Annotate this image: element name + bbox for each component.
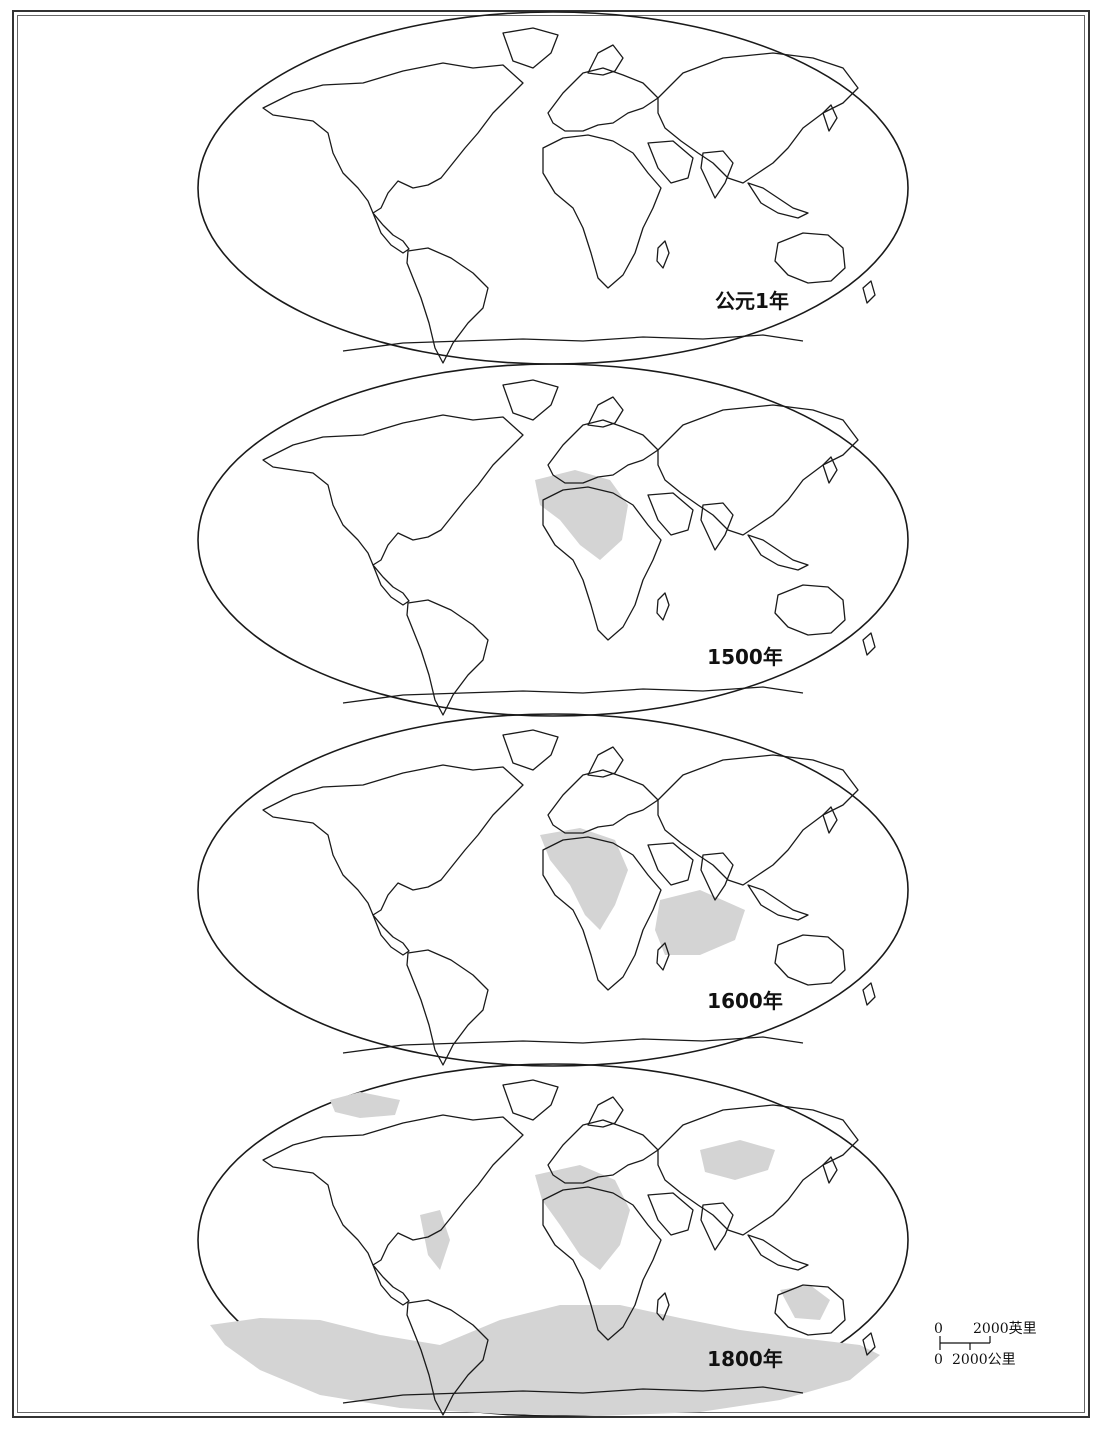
map-year-1800: 1800年	[197, 1063, 909, 1417]
uncharted-south	[210, 1305, 880, 1416]
uncharted-interior	[330, 1092, 400, 1118]
uncharted-interior	[780, 1285, 830, 1320]
uncharted-interior	[655, 890, 745, 955]
scale-miles-zero: 0	[934, 1321, 943, 1337]
scale-km-zero: 0	[934, 1352, 943, 1368]
map-year-1-label: 公元1年	[715, 289, 789, 313]
map-year-1800-globe	[197, 1063, 909, 1417]
map-year-1800-label: 1800年	[707, 1347, 783, 1371]
known-band	[200, 880, 420, 1010]
scale-miles-value: 2000英里	[973, 1320, 1037, 1337]
uncharted-interior	[700, 1140, 775, 1180]
scale-bar: 0 2000英里 0 2000公里	[934, 1320, 1037, 1368]
map-year-1600: 1600年	[197, 713, 909, 1067]
scale-km-value: 2000公里	[952, 1352, 1016, 1368]
uncharted-interior	[540, 828, 628, 930]
uncharted-interior	[535, 1165, 630, 1270]
map-year-1: 公元1年	[197, 11, 909, 365]
map-year-1600-label: 1600年	[707, 989, 783, 1013]
uncharted-interior	[420, 1210, 450, 1270]
known-region	[515, 45, 775, 212]
map-frame	[12, 10, 1090, 1418]
map-year-1500: 1500年	[197, 363, 909, 717]
map-year-1500-globe	[197, 363, 909, 717]
map-year-1600-globe	[197, 713, 909, 1067]
map-year-1500-label: 1500年	[707, 645, 783, 669]
